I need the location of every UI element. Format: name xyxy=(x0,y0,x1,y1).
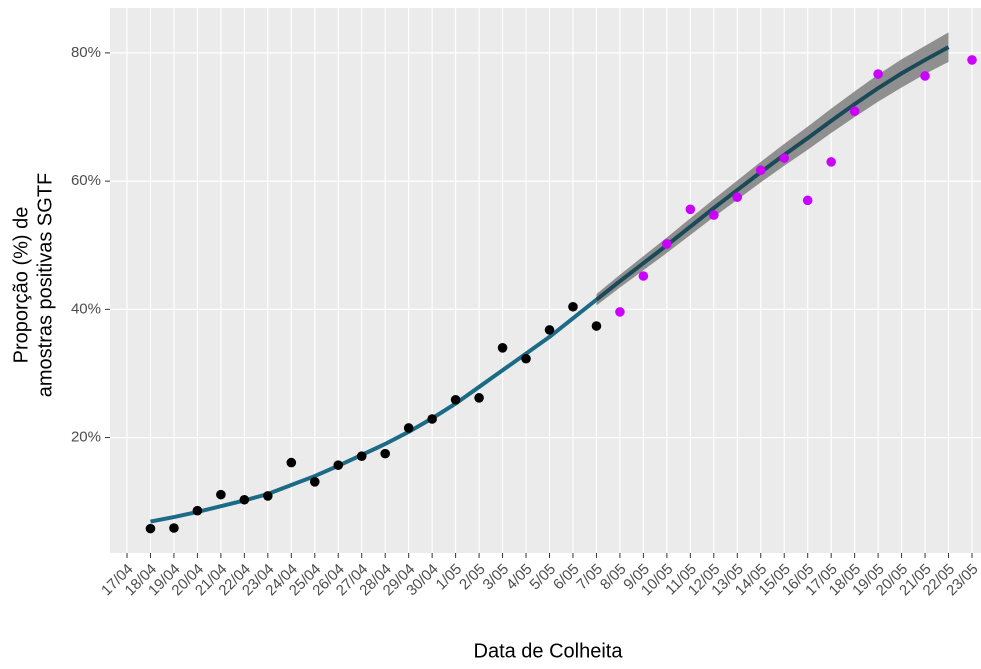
point xyxy=(333,460,344,470)
point xyxy=(427,414,437,424)
point xyxy=(309,477,320,487)
point xyxy=(779,153,790,163)
y-tick-label: 60% xyxy=(71,172,101,189)
plot-background xyxy=(110,8,981,553)
point xyxy=(685,204,696,215)
point xyxy=(403,423,414,433)
point xyxy=(544,325,555,335)
point xyxy=(497,343,508,353)
point xyxy=(732,192,743,202)
point xyxy=(356,451,367,461)
point xyxy=(849,106,860,117)
point xyxy=(450,394,461,405)
point xyxy=(755,165,766,176)
point xyxy=(568,301,578,312)
point xyxy=(709,210,719,220)
point xyxy=(169,523,179,533)
point xyxy=(286,457,297,468)
point xyxy=(474,393,484,403)
point xyxy=(662,239,672,249)
point xyxy=(239,494,250,505)
point xyxy=(216,489,226,500)
point xyxy=(591,321,602,331)
y-tick-label: 40% xyxy=(71,300,101,317)
point xyxy=(920,71,930,81)
y-tick-label: 20% xyxy=(71,429,101,446)
point xyxy=(638,271,649,281)
point xyxy=(802,195,813,206)
point xyxy=(615,307,625,317)
point xyxy=(826,157,836,167)
y-axis-title: Proporção (%) de xyxy=(10,207,32,364)
point xyxy=(192,505,203,516)
y-tick-label: 80% xyxy=(71,44,101,61)
point xyxy=(521,353,531,364)
y-axis-title: amostras positivas SGTF xyxy=(34,173,56,398)
point xyxy=(967,55,977,65)
point xyxy=(873,69,883,79)
x-axis-title: Data de Colheita xyxy=(474,640,624,662)
fit-line xyxy=(595,45,950,302)
point xyxy=(263,491,273,501)
point xyxy=(380,448,390,459)
point xyxy=(145,523,156,534)
